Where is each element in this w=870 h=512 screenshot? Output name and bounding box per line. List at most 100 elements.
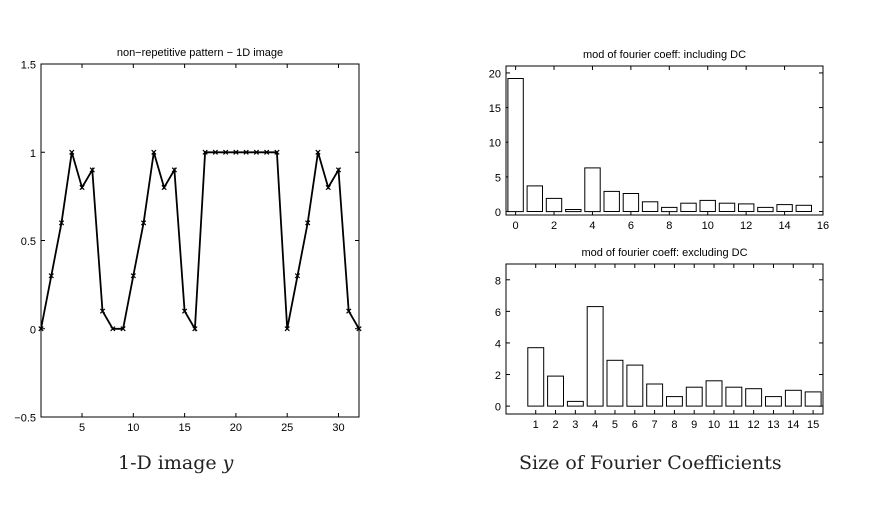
x-tick-label: 10 [708, 419, 720, 431]
x-tick-label: 16 [817, 220, 829, 232]
x-tick-label: 14 [778, 220, 790, 232]
x-tick-label: 14 [787, 419, 799, 431]
bar [545, 197, 563, 213]
data-point [161, 184, 167, 191]
plot-frame [505, 263, 824, 415]
bar [507, 78, 524, 213]
bar [795, 204, 812, 213]
data-point [212, 149, 219, 155]
bar [784, 389, 802, 407]
bar [757, 206, 774, 213]
data-point [120, 326, 126, 332]
bar [622, 193, 640, 212]
x-tick-label: 15 [807, 419, 819, 431]
bar [666, 396, 683, 407]
data-point [89, 167, 95, 173]
x-tick-label: 20 [230, 422, 242, 434]
data-point [192, 326, 198, 332]
bar [661, 206, 678, 213]
data-point [48, 273, 54, 279]
bar [606, 359, 624, 407]
bar [565, 209, 582, 213]
bar [547, 375, 564, 407]
y-tick-label: 0 [30, 324, 36, 336]
data-point [233, 149, 239, 155]
data-point [346, 308, 352, 314]
data-point [223, 149, 229, 155]
data-point [171, 167, 177, 173]
plot-title: non−repetitive pattern − 1D image [117, 47, 283, 59]
x-tick-label: 4 [592, 419, 598, 431]
bar-plot-including-dc: mod of fourier coeff: including DC 0 2 4 6 8 1… [489, 49, 829, 232]
x-tick-label: 30 [332, 422, 344, 434]
plot-title: mod of fourier coeff: including DC [583, 49, 746, 61]
bar [765, 396, 782, 407]
x-tick-label: 2 [551, 220, 557, 232]
y-tick-label: 1.5 [21, 60, 36, 72]
data-point [335, 167, 342, 173]
y-tick-label: 8 [495, 275, 501, 287]
y-tick-label: 2 [495, 370, 501, 382]
x-tick-label: 15 [178, 422, 190, 434]
plot-title: mod of fourier coeff: excluding DC [581, 247, 747, 259]
data-point [253, 149, 260, 155]
x-tick-label: 13 [767, 419, 779, 431]
bar [526, 185, 543, 212]
y-tick-label: 20 [489, 68, 501, 80]
bar [586, 306, 604, 407]
plot-frame [505, 65, 824, 216]
y-tick-label: 1 [30, 148, 36, 160]
data-point [69, 149, 75, 155]
bar [705, 380, 723, 407]
series-line [40, 151, 360, 332]
data-point [274, 149, 280, 155]
data-point [284, 326, 290, 332]
data-point [58, 220, 65, 226]
x-tick-label: 9 [691, 419, 697, 431]
x-tick-label: 8 [666, 220, 672, 232]
data-point [305, 220, 311, 226]
x-tick-label: 25 [281, 422, 293, 434]
data-point [38, 326, 44, 332]
data-point [151, 149, 157, 155]
left-caption-text: 1-D image [118, 452, 223, 474]
x-tick-label: 3 [572, 419, 578, 431]
x-tick-label: 1 [533, 419, 539, 431]
x-tick-label: 10 [702, 220, 714, 232]
bar [641, 201, 659, 213]
bar [680, 202, 697, 212]
x-tick-label: 5 [612, 419, 618, 431]
data-point [99, 308, 106, 314]
data-point [294, 273, 301, 279]
bar [584, 167, 601, 213]
bar [718, 202, 736, 212]
data-point [130, 273, 136, 279]
x-tick-label: 0 [513, 220, 519, 232]
left-caption: 1-D image y [118, 452, 233, 474]
bar-plot-excluding-dc: mod of fourier coeff: excluding DC1 2 3 4 5 6… [495, 247, 824, 431]
bar [725, 386, 743, 407]
bar [646, 383, 664, 407]
bar [745, 388, 763, 407]
data-point [243, 149, 249, 155]
x-tick-label: 12 [740, 220, 752, 232]
data-point [264, 149, 270, 155]
y-tick-label: 10 [489, 138, 501, 150]
bar [566, 400, 584, 407]
x-tick-label: 7 [652, 419, 658, 431]
bar [527, 347, 545, 407]
x-tick-label: 8 [671, 419, 677, 431]
data-point [110, 326, 116, 332]
x-tick-label: 6 [632, 419, 638, 431]
y-tick-label: 4 [495, 338, 501, 350]
bar [776, 204, 793, 213]
bar [699, 199, 716, 212]
x-tick-label: 6 [628, 220, 634, 232]
x-tick-label: 12 [748, 419, 760, 431]
bar [804, 391, 822, 407]
x-tick-label: 10 [127, 422, 139, 434]
data-point [315, 149, 321, 155]
